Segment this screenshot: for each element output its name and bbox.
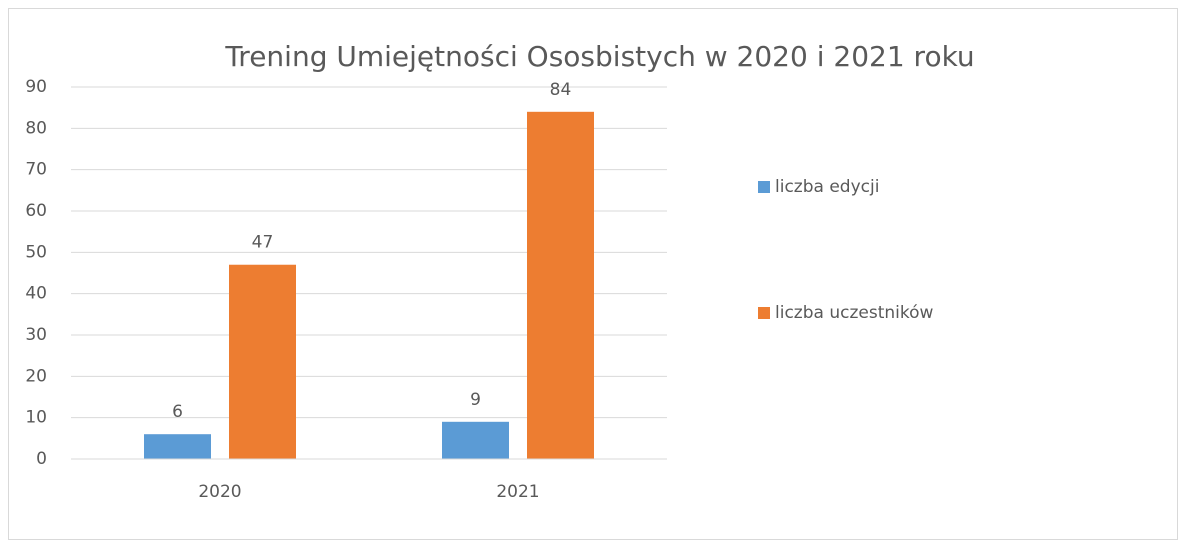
x-tick-label: 2020 — [198, 482, 241, 502]
data-label: 84 — [550, 80, 572, 100]
bar — [442, 421, 509, 459]
y-tick-label: 70 — [25, 160, 47, 180]
legend-swatch — [758, 181, 770, 193]
bar — [527, 111, 594, 460]
chart-title: Trening Umiejętności Ososbistych w 2020 … — [224, 40, 974, 73]
bar — [144, 434, 211, 459]
bar — [229, 264, 296, 459]
y-tick-label: 40 — [25, 284, 47, 304]
data-label: 9 — [470, 390, 481, 410]
data-label: 6 — [172, 402, 183, 422]
data-label: 47 — [252, 233, 274, 253]
y-tick-label: 50 — [25, 242, 47, 262]
y-tick-label: 90 — [25, 77, 47, 97]
y-tick-label: 80 — [25, 118, 47, 138]
legend-swatch — [758, 307, 770, 319]
y-tick-label: 30 — [25, 325, 47, 345]
legend-label: liczba edycji — [775, 177, 879, 197]
y-tick-label: 60 — [25, 201, 47, 221]
y-tick-label: 20 — [25, 366, 47, 386]
y-tick-label: 10 — [25, 408, 47, 428]
y-tick-label: 0 — [36, 449, 47, 469]
legend-label: liczba uczestników — [775, 303, 933, 323]
x-tick-label: 2021 — [496, 482, 539, 502]
